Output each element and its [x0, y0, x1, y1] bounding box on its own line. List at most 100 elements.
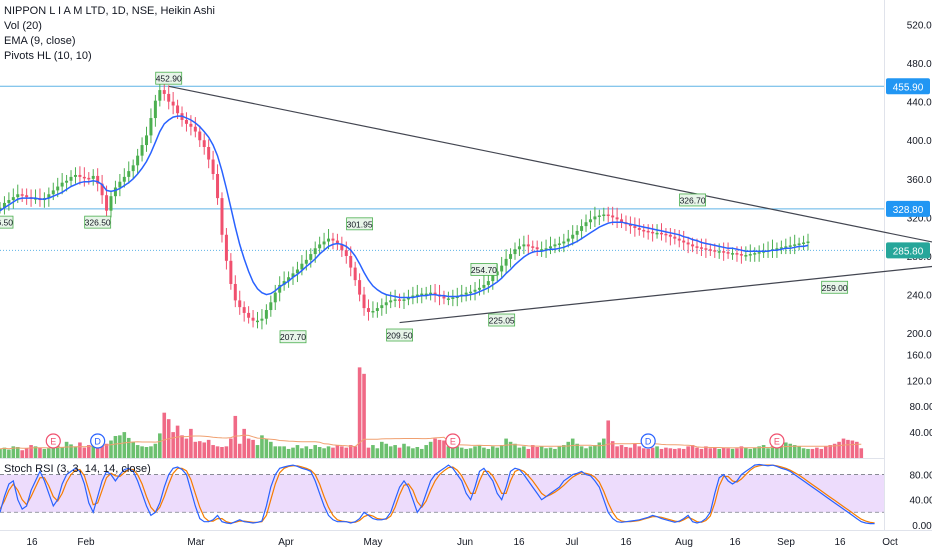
rsi-k-line: [0, 463, 875, 525]
pivot-high-label: 301.95: [347, 219, 373, 229]
candle-body: [78, 174, 82, 177]
time-axis-tick: Aug: [675, 537, 693, 548]
volume-bar: [335, 445, 340, 458]
candle-body: [233, 283, 237, 301]
volume-bar: [797, 446, 801, 458]
candle-body: [482, 284, 486, 288]
candle-body: [691, 244, 695, 247]
volume-bar: [384, 443, 389, 458]
volume-bar: [588, 446, 593, 458]
volume-bar: [393, 445, 397, 458]
candle-body: [295, 269, 299, 274]
volume-bar: [269, 441, 273, 458]
volume-bar: [304, 446, 309, 458]
candle-body: [451, 297, 455, 299]
volume-bar: [548, 447, 553, 458]
event-marker-label: D: [94, 437, 101, 447]
pivot-low-box: [488, 313, 516, 327]
candle-body: [87, 177, 91, 180]
candle-body: [105, 195, 109, 211]
rsi-axis-tick: 40.00: [909, 496, 932, 507]
volume-bar: [562, 445, 566, 458]
candle-body: [411, 295, 415, 298]
pivot-high-box: [470, 263, 498, 276]
candle-body: [757, 252, 761, 254]
candle-body: [358, 280, 362, 295]
candle-body: [393, 299, 397, 301]
volume-bar: [837, 441, 841, 458]
candle-body: [544, 248, 548, 250]
price-axis-tick: 360.00: [907, 175, 932, 186]
candle-body: [659, 232, 663, 235]
candle-body: [699, 247, 703, 249]
volume-bar: [220, 446, 224, 458]
volume-bar: [495, 447, 500, 458]
volume-bar: [597, 442, 602, 458]
candle-body: [162, 90, 166, 94]
candle-body: [51, 190, 55, 195]
candle-body: [575, 230, 579, 235]
candle-body: [20, 194, 24, 196]
volume-bar: [468, 448, 473, 458]
volume-bar: [832, 443, 837, 458]
volume-bar: [251, 439, 255, 458]
event-marker-label: E: [774, 437, 780, 447]
candle-body: [455, 296, 459, 299]
volume-bar: [371, 445, 375, 458]
candle-body: [122, 176, 126, 182]
candle-body: [140, 145, 144, 156]
volume-bar: [113, 435, 118, 458]
candle-body: [389, 300, 393, 303]
candle-body: [69, 176, 73, 181]
candle-body: [486, 281, 490, 285]
candle-body: [406, 297, 410, 300]
volume-bar: [246, 438, 251, 458]
volume-bar: [650, 447, 655, 458]
candle-body: [491, 275, 495, 282]
pivot-low-box: [279, 330, 307, 344]
time-axis-tick: Jul: [566, 537, 579, 548]
volume-bar: [419, 448, 424, 458]
volume-bar: [752, 447, 757, 458]
volume-bar: [508, 441, 513, 458]
price-level-label: 455.90: [893, 82, 924, 93]
volume-bar: [55, 445, 60, 458]
volume-bar: [686, 446, 690, 458]
candle-body: [153, 100, 157, 119]
candle-body: [682, 240, 686, 243]
candle-body: [429, 292, 433, 295]
volume-bar: [202, 442, 207, 458]
event-marker-label: D: [645, 437, 652, 447]
volume-bar: [255, 445, 260, 458]
candle-body: [615, 217, 619, 220]
candle-body: [748, 254, 752, 256]
candle-body: [424, 293, 428, 296]
candle-body: [655, 232, 659, 235]
price-level-label: 285.80: [893, 246, 924, 257]
candle-body: [695, 246, 699, 248]
candle-body: [628, 224, 632, 227]
volume-bar: [29, 445, 33, 458]
volume-bar: [189, 428, 193, 458]
volume-bar: [735, 448, 739, 458]
candle-body: [593, 216, 597, 220]
candle-body: [420, 293, 424, 296]
price-axis-tick: 520.00: [907, 20, 932, 31]
volume-bar: [140, 446, 144, 458]
candle-body: [309, 254, 313, 260]
candle-body: [300, 263, 304, 270]
volume-bar: [744, 447, 748, 458]
rsi-axis-tick: 0.00: [912, 521, 932, 532]
pivot-high-label: 452.90: [156, 74, 182, 84]
time-axis-tick: Mar: [187, 537, 205, 548]
candle-body: [513, 249, 517, 255]
candle-body: [207, 146, 211, 160]
candle-body: [340, 244, 344, 251]
volume-bar: [109, 440, 113, 458]
volume-bar: [464, 448, 468, 458]
pivot-low-box: [386, 328, 413, 342]
candle-body: [540, 249, 544, 251]
volume-bar: [553, 448, 557, 458]
